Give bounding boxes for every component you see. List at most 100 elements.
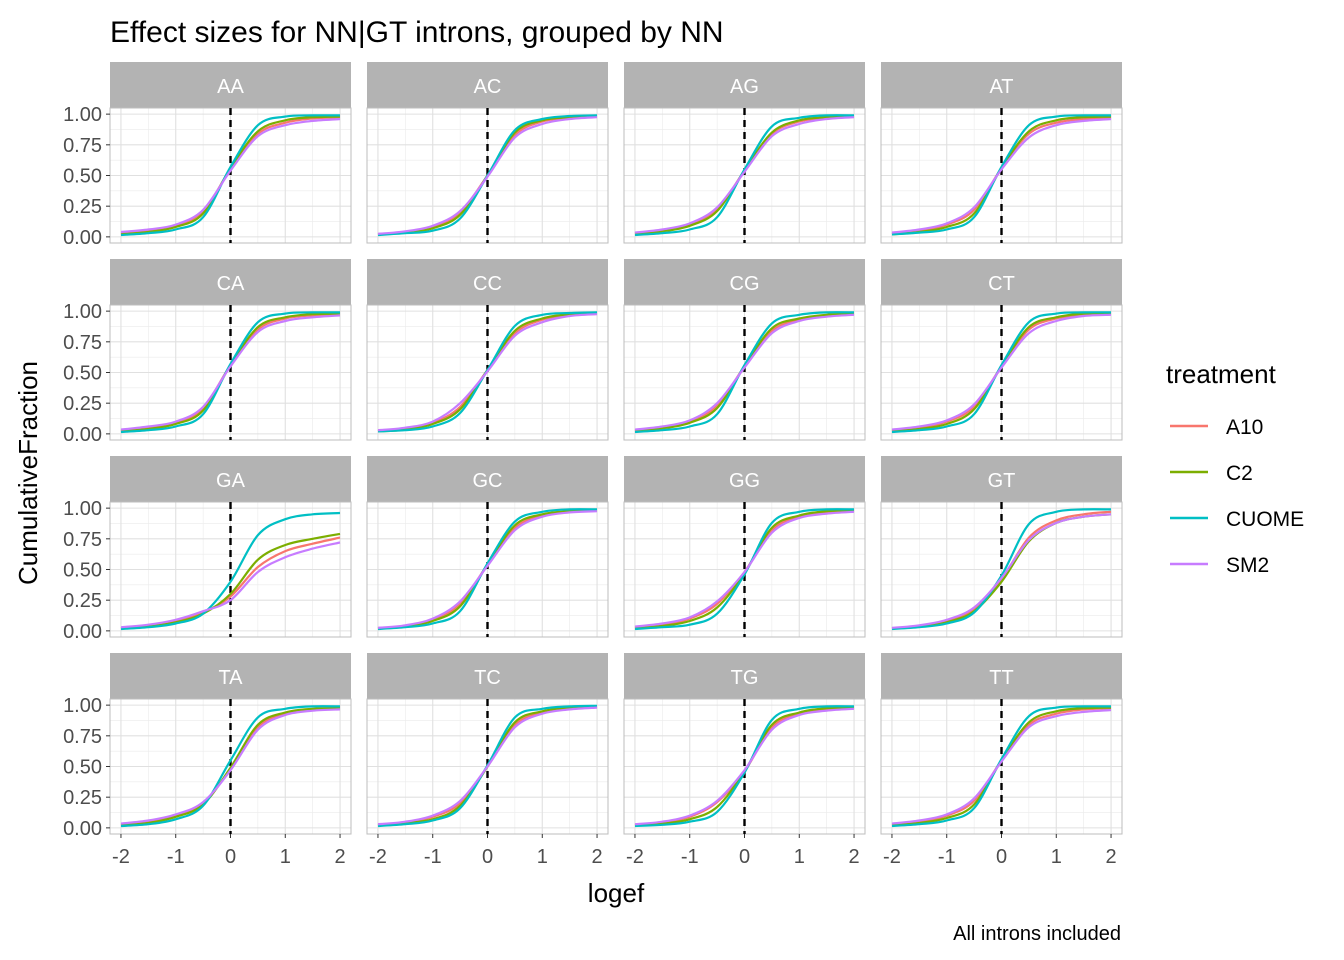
facet-label: TC: [474, 667, 501, 689]
legend-item-sm2: SM2: [1170, 554, 1269, 577]
legend-item-c2: C2: [1170, 462, 1253, 485]
facet-strip: [624, 259, 865, 305]
y-tick-label: 1.00: [63, 498, 102, 520]
legend-item-a10: A10: [1170, 416, 1263, 439]
facet-panel-CG: CG: [623, 259, 866, 441]
series-line-sm2: [634, 707, 855, 826]
series-line-sm2: [634, 510, 855, 628]
y-tick-label: 0.00: [63, 621, 102, 643]
facet-panel-GA: GA 0.00 0.25 0.50 0.75 1.00: [63, 456, 352, 643]
series-line-sm2: [891, 117, 1112, 234]
legend-label: C2: [1226, 462, 1253, 485]
facet-label: AA: [217, 76, 244, 98]
facet-strip: [881, 62, 1122, 108]
facet-label: GG: [729, 470, 760, 492]
legend-label: SM2: [1226, 554, 1269, 577]
facet-panel-TT: TT -2 -1 0 1 2: [880, 653, 1123, 868]
x-tick-label: -2: [883, 846, 901, 868]
x-tick-label: -2: [112, 846, 130, 868]
facet-panel-GT: GT: [880, 456, 1123, 638]
x-tick-label: 0: [739, 846, 750, 868]
facet-panel-TG: TG -2 -1 0 1 2: [623, 653, 866, 868]
x-tick-label: -2: [626, 846, 644, 868]
chart-caption: All introns included: [953, 923, 1121, 945]
y-tick-label: 0.75: [63, 726, 102, 748]
series-line-sm2: [120, 117, 341, 234]
facet-strip: [367, 259, 608, 305]
series-line-sm2: [634, 116, 855, 234]
series-line-sm2: [120, 541, 341, 629]
facet-panel-GC: GC: [366, 456, 609, 638]
legend: treatment A10 C2 CUOME SM2: [1166, 359, 1304, 577]
y-tick-label: 1.00: [63, 695, 102, 717]
y-tick-label: 0.50: [63, 363, 102, 385]
x-tick-label: 2: [1105, 846, 1116, 868]
y-tick-label: 0.75: [63, 529, 102, 551]
series-line-cuome: [891, 114, 1112, 236]
facet-strip: [367, 456, 608, 502]
series-line-cuome: [120, 705, 341, 828]
x-tick-label: 0: [996, 846, 1007, 868]
y-tick-label: 0.25: [63, 787, 102, 809]
legend-title: treatment: [1166, 359, 1277, 389]
series-line-sm2: [377, 116, 598, 235]
x-tick-label: 2: [848, 846, 859, 868]
facet-panel-AG: AG: [623, 62, 866, 244]
series-line-sm2: [891, 708, 1112, 825]
facet-label: CC: [473, 273, 502, 295]
x-tick-label: -1: [167, 846, 185, 868]
facet-label: GT: [988, 470, 1016, 492]
facet-label: GA: [216, 470, 246, 492]
series-line-cuome: [634, 508, 855, 631]
legend-label: CUOME: [1226, 508, 1304, 531]
x-tick-label: -1: [681, 846, 699, 868]
series-line-cuome: [120, 311, 341, 434]
facet-strip: [881, 653, 1122, 699]
series-line-cuome: [120, 114, 341, 237]
x-tick-label: 0: [225, 846, 236, 868]
series-line-cuome: [120, 511, 341, 631]
facet-label: AC: [474, 76, 502, 98]
x-tick-label: -2: [369, 846, 387, 868]
x-tick-label: 0: [482, 846, 493, 868]
legend-items: A10 C2 CUOME SM2: [1170, 416, 1304, 577]
series-line-sm2: [377, 313, 598, 432]
facet-label: TA: [218, 667, 243, 689]
facet-panels: AA 0.00 0.25 0.50 0.75 1.00 AC AG AT CA 0.00 0.25 0.…: [63, 62, 1123, 868]
series-line-sm2: [377, 510, 598, 629]
y-tick-label: 0.25: [63, 393, 102, 415]
facet-strip: [110, 62, 351, 108]
x-tick-label: 2: [591, 846, 602, 868]
facet-strip: [367, 62, 608, 108]
facet-panel-TC: TC -2 -1 0 1 2: [366, 653, 609, 868]
facet-label: CA: [217, 273, 245, 295]
facet-strip: [881, 259, 1122, 305]
facet-panel-GG: GG: [623, 456, 866, 638]
x-tick-label: -1: [424, 846, 442, 868]
facet-strip: [624, 653, 865, 699]
facet-label: CG: [730, 273, 760, 295]
facet-panel-AA: AA 0.00 0.25 0.50 0.75 1.00: [63, 62, 352, 249]
x-tick-label: -1: [938, 846, 956, 868]
y-tick-label: 0.00: [63, 818, 102, 840]
y-tick-label: 0.50: [63, 757, 102, 779]
y-tick-label: 1.00: [63, 301, 102, 323]
facet-label: GC: [473, 470, 503, 492]
x-axis-label: logef: [588, 878, 645, 908]
series-line-c2: [120, 707, 341, 827]
facet-label: TT: [989, 667, 1013, 689]
series-line-sm2: [891, 313, 1112, 431]
facet-strip: [110, 653, 351, 699]
facet-strip: [624, 62, 865, 108]
x-tick-label: 1: [794, 846, 805, 868]
series-line-cuome: [377, 508, 598, 631]
facet-strip: [110, 456, 351, 502]
series-line-sm2: [634, 313, 855, 431]
y-tick-label: 0.00: [63, 227, 102, 249]
y-tick-label: 0.75: [63, 332, 102, 354]
x-tick-label: 2: [334, 846, 345, 868]
facet-panel-CC: CC: [366, 259, 609, 441]
y-tick-label: 1.00: [63, 104, 102, 126]
facet-strip: [110, 259, 351, 305]
series-line-sm2: [120, 314, 341, 431]
